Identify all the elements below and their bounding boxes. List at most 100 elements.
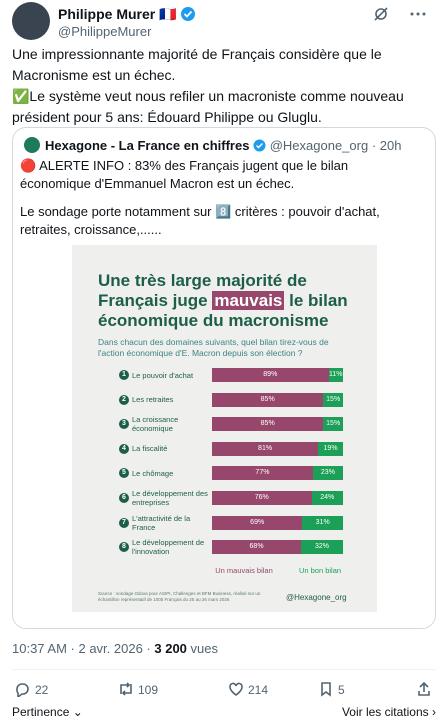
quote-card[interactable] (12, 127, 436, 629)
chart-rows: 1 Le pouvoir d'achat 89% 11% 2 Les retraites 8… (72, 245, 377, 612)
author-handle[interactable]: @PhilippeMurer (58, 24, 152, 39)
quotes-label: Voir les citations (341, 705, 429, 719)
verified-badge (181, 7, 195, 21)
quote-handle: @Hexagone_org (269, 138, 369, 153)
divider (12, 669, 436, 670)
bar-segment (311, 491, 343, 505)
value-label: 68% (249, 543, 264, 551)
quote-name: Hexagone - La France en chiffres (45, 138, 250, 153)
infographic-subtitle: Dans chacun des domaines suivants, quel … (98, 337, 329, 358)
bookmark-icon[interactable] (318, 681, 334, 697)
value-label: 77% (255, 469, 270, 477)
tweet-text: Une impressionnante majorité de Français… (12, 44, 436, 128)
meta: 10:37 AM · 2 avr. 2026 · 3 200 vues (12, 641, 218, 656)
bar-segment (212, 441, 319, 456)
value-label: 76% (254, 494, 269, 501)
category-label: Le développement de l'innovation (132, 538, 205, 557)
item-number: 1 (119, 370, 129, 380)
value-label: 85% (260, 395, 275, 403)
category-label: La croissance économique (132, 415, 179, 434)
value-label: 11% (329, 371, 343, 378)
sort-select[interactable]: Pertinence ⌄ (12, 705, 83, 719)
timestamp: 10:37 AM · 2 avr. 2026 · (12, 641, 151, 656)
value-label: 31% (315, 518, 330, 526)
tweet-line: ✅Le système veut nous refiler un macroni… (12, 88, 404, 125)
bar-segment (212, 515, 303, 530)
item-number: 5 (119, 468, 129, 479)
like-count: 214 (248, 683, 269, 697)
bar-segment (212, 491, 312, 505)
bar-segment (212, 466, 313, 481)
bar-segment (212, 417, 324, 432)
bar-segment (318, 441, 343, 456)
title-part: le bilan (289, 291, 348, 310)
avatar[interactable] (12, 2, 50, 40)
quote-text: 🔴 ALERTE INFO : 83% des Français jugent … (20, 157, 420, 239)
category-label: La fiscalité (132, 444, 168, 454)
quote-header: Hexagone - La France en chiffres @Hexago… (45, 138, 401, 153)
bar-segment (301, 540, 343, 555)
quote-line: 🔴 ALERTE INFO : 83% des Français jugent … (20, 158, 349, 191)
bar-segment (212, 540, 302, 555)
quote-time: · 20h (371, 138, 402, 153)
reply-icon[interactable] (14, 681, 30, 697)
value-label: 19% (323, 444, 338, 452)
title-line: Une très large majorité de (98, 271, 307, 290)
item-number: 2 (119, 394, 129, 405)
item-number: 8 (119, 542, 129, 553)
item-number: 7 (119, 517, 129, 528)
value-label: 24% (320, 494, 335, 501)
like-icon[interactable] (228, 681, 244, 697)
category-label: Le pouvoir d'achat (132, 370, 194, 380)
value-label: 15% (326, 420, 341, 428)
sort-label: Pertinence (12, 705, 70, 719)
verified-badge (253, 139, 266, 152)
bar-segment (302, 515, 343, 530)
title-line: économique du macronisme (98, 311, 329, 330)
value-label: 89% (263, 371, 278, 378)
value-label: 23% (320, 469, 335, 477)
header-icons[interactable] (372, 6, 432, 22)
category-label: Le chômage (132, 468, 174, 478)
reply-count: 22 (35, 683, 49, 697)
views-label: vues (190, 641, 219, 656)
quote-line: Le sondage porte notamment sur 8️⃣ critè… (20, 204, 380, 237)
bar-segment (212, 392, 324, 407)
quotes-link[interactable]: Voir les citations › (341, 705, 436, 719)
category-label: Le développement des entreprises (132, 489, 208, 507)
legend-label: Un bon bilan (298, 565, 342, 575)
bookmark-count: 5 (338, 683, 345, 697)
actions: 22 109 214 5 (14, 681, 434, 699)
views: 3 200 (154, 641, 187, 656)
bar-segment (212, 368, 329, 382)
item-number: 6 (119, 493, 129, 503)
quote-avatar (24, 137, 40, 153)
title-line: Français juge mauvais le bilan (98, 291, 368, 311)
share-icon[interactable] (416, 681, 432, 697)
repost-icon[interactable] (117, 681, 135, 697)
infographic-title: Une très large majorité de Français juge… (98, 271, 368, 331)
repost-count: 109 (138, 683, 159, 697)
author-name[interactable]: Philippe Murer 🇫🇷 (58, 6, 177, 22)
source: Source : sondage Odoxa pour ASIPI, Chall… (98, 591, 261, 602)
title-part: Français juge (98, 291, 208, 310)
bar-segment (312, 466, 343, 481)
item-number: 4 (119, 443, 129, 454)
bar-segment (323, 392, 343, 407)
infographic[interactable]: Une très large majorité de Français juge… (72, 245, 377, 612)
bar-segment (328, 368, 343, 382)
brand: @Hexagone_org (286, 593, 347, 602)
bar-segment (323, 417, 343, 432)
value-label: 15% (326, 395, 341, 403)
value-label: 69% (250, 518, 265, 526)
item-number: 3 (119, 419, 129, 430)
category-label: L'attractivité de la France (132, 513, 191, 532)
category-label: Les retraites (132, 395, 174, 405)
tweet-line: Une impressionnante majorité de Français… (12, 46, 382, 83)
legend-label: Un mauvais bilan (215, 565, 273, 575)
value-label: 85% (260, 420, 275, 428)
value-label: 81% (258, 444, 273, 452)
value-label: 32% (315, 543, 330, 551)
title-highlight: mauvais (212, 291, 285, 310)
